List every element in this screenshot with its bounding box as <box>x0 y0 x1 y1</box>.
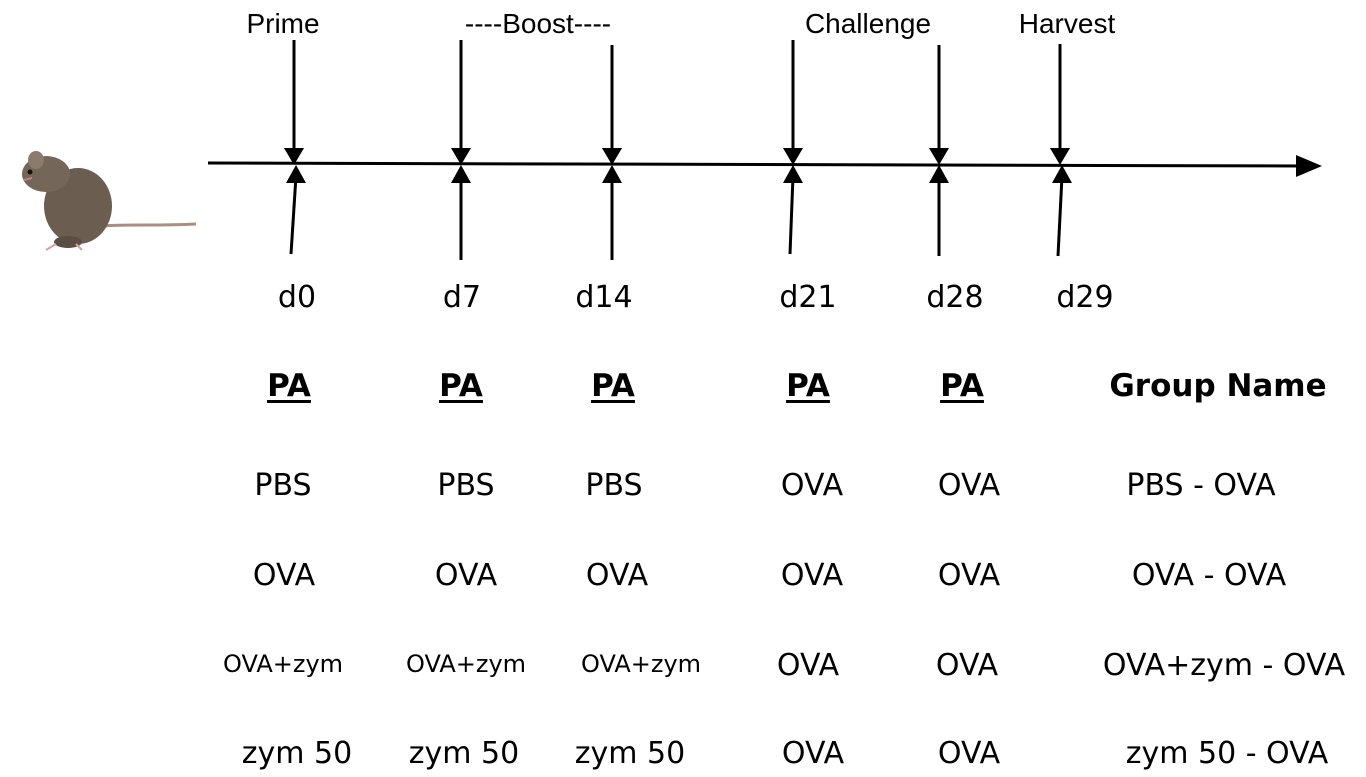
table-header: PA <box>786 368 830 404</box>
mouse-illustration <box>22 151 197 251</box>
day-label: d14 <box>575 280 633 315</box>
timeline-arrowhead <box>1296 155 1322 177</box>
day-label: d0 <box>277 280 317 315</box>
day-label: d7 <box>442 280 482 315</box>
table-cell: OVA <box>781 736 845 771</box>
timepoint-d29 <box>1050 44 1072 257</box>
phase-label-harvest: Harvest <box>1018 8 1116 39</box>
table-cell: PBS <box>437 468 495 503</box>
timepoint-d7 <box>451 40 471 260</box>
table-cell: PBS <box>254 468 312 503</box>
table-cell: OVA <box>935 648 999 683</box>
timepoint-d21 <box>783 40 803 255</box>
phase-label-boost: ----Boost---- <box>464 8 612 39</box>
group-name-cell: OVA - OVA <box>1131 558 1287 593</box>
table-cell: OVA <box>780 558 844 593</box>
timepoint-d14 <box>602 45 622 260</box>
group-name-cell: PBS - OVA <box>1126 468 1276 503</box>
table-cell: OVA <box>780 468 844 503</box>
table-cell: zym 50 <box>408 736 520 771</box>
timepoint-d0 <box>284 40 306 255</box>
group-name-cell: zym 50 - OVA <box>1125 736 1329 771</box>
table-header: PA <box>591 368 635 404</box>
day-label: d21 <box>779 280 837 315</box>
timeline-axis <box>207 161 1301 168</box>
table-header: PA <box>439 368 483 404</box>
table-cell: OVA+zym <box>580 650 702 678</box>
table-cell: zym 50 <box>241 736 353 771</box>
group-name-cell: OVA+zym - OVA <box>1102 648 1346 683</box>
table-cell: zym 50 <box>574 736 686 771</box>
table-cell: OVA+zym <box>405 650 527 678</box>
table-header: PA <box>940 368 984 404</box>
phase-label-prime: Prime <box>246 8 320 39</box>
table-cell: OVA <box>937 558 1001 593</box>
timepoint-d28 <box>929 45 949 256</box>
table-cell: OVA+zym <box>222 650 344 678</box>
table-cell: OVA <box>776 648 840 683</box>
table-cell: OVA <box>252 558 316 593</box>
table-cell: OVA <box>937 736 1001 771</box>
day-label: d28 <box>926 280 984 315</box>
table-cell: OVA <box>434 558 498 593</box>
group-name-header: Group Name <box>1109 368 1327 404</box>
day-label: d29 <box>1056 280 1114 315</box>
table-cell: OVA <box>585 558 649 593</box>
table-cell: PBS <box>585 468 643 503</box>
table-cell: OVA <box>937 468 1001 503</box>
phase-label-challenge: Challenge <box>804 8 932 39</box>
table-header: PA <box>267 368 311 404</box>
